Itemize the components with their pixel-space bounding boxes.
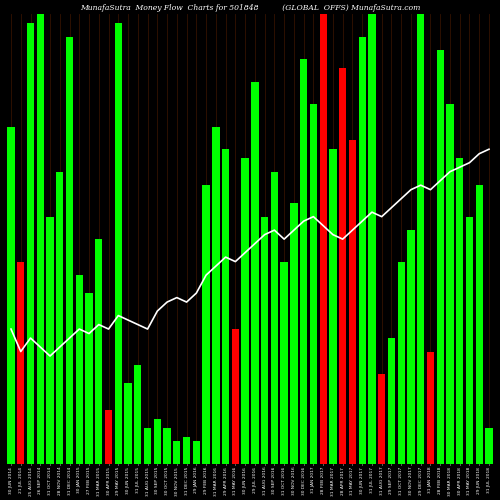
Bar: [251, 82, 258, 464]
Bar: [270, 172, 278, 464]
Bar: [436, 50, 444, 464]
Bar: [27, 24, 34, 464]
Bar: [417, 14, 424, 464]
Bar: [446, 104, 454, 464]
Bar: [486, 428, 492, 464]
Bar: [456, 158, 464, 464]
Bar: [408, 230, 414, 464]
Bar: [330, 149, 336, 464]
Bar: [427, 352, 434, 464]
Bar: [8, 126, 14, 464]
Bar: [310, 104, 317, 464]
Bar: [339, 68, 346, 464]
Bar: [56, 172, 64, 464]
Bar: [173, 442, 180, 464]
Bar: [114, 24, 122, 464]
Bar: [476, 185, 483, 464]
Bar: [105, 410, 112, 464]
Bar: [86, 293, 92, 464]
Bar: [398, 262, 405, 464]
Bar: [46, 216, 54, 464]
Bar: [36, 14, 44, 464]
Bar: [261, 216, 268, 464]
Bar: [378, 374, 386, 464]
Bar: [212, 126, 220, 464]
Bar: [66, 37, 73, 464]
Bar: [388, 338, 395, 464]
Bar: [232, 329, 239, 464]
Bar: [358, 37, 366, 464]
Bar: [17, 262, 24, 464]
Bar: [95, 239, 102, 464]
Bar: [349, 140, 356, 464]
Bar: [183, 437, 190, 464]
Bar: [124, 383, 132, 464]
Bar: [154, 419, 161, 464]
Bar: [134, 365, 141, 464]
Bar: [202, 185, 210, 464]
Bar: [164, 428, 170, 464]
Bar: [300, 60, 308, 464]
Bar: [320, 14, 327, 464]
Title: MunafaSutra  Money Flow  Charts for 501848          (GLOBAL  OFFS) MunafaSutra.c: MunafaSutra Money Flow Charts for 501848…: [80, 4, 420, 12]
Bar: [222, 149, 230, 464]
Bar: [280, 262, 288, 464]
Bar: [144, 428, 151, 464]
Bar: [290, 203, 298, 464]
Bar: [466, 216, 473, 464]
Bar: [192, 442, 200, 464]
Bar: [76, 275, 83, 464]
Bar: [242, 158, 249, 464]
Bar: [368, 14, 376, 464]
